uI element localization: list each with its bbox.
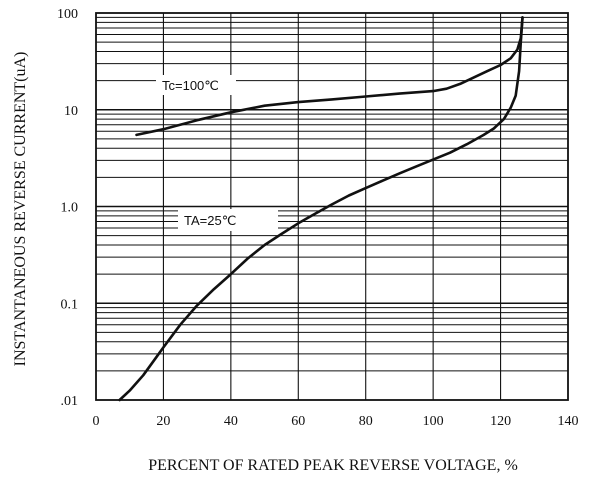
x-tick-label-20: 20 xyxy=(156,414,170,429)
plot-frame xyxy=(95,12,569,401)
series-lines xyxy=(118,16,524,402)
grid-lines xyxy=(96,13,568,400)
y-tick-label-0_1: 0.1 xyxy=(61,297,79,312)
y-tick-label-100: 100 xyxy=(57,7,78,22)
series-label-tc100-text: Tc=100℃ xyxy=(162,78,219,93)
tick-labels: 0 20 40 60 80 100 120 140 .01 0.1 1.0 10 100 xyxy=(57,7,579,429)
x-tick-label-140: 140 xyxy=(558,414,579,429)
y-axis-label: INSTANTANEOUS REVERSE CURRENT(uA) xyxy=(12,52,29,367)
y-tick-label-1: 1.0 xyxy=(61,201,79,216)
series-label-tc100: Tc=100℃ xyxy=(156,75,236,95)
series-line-0 xyxy=(135,16,524,137)
y-tick-label-10: 10 xyxy=(64,104,78,119)
x-tick-label-60: 60 xyxy=(291,414,305,429)
y-tick-label-0_01: .01 xyxy=(61,394,79,409)
x-tick-label-80: 80 xyxy=(359,414,373,429)
x-tick-label-120: 120 xyxy=(490,414,511,429)
series-label-ta25-text: TA=25℃ xyxy=(184,213,236,228)
x-tick-label-0: 0 xyxy=(93,414,100,429)
series-line-1 xyxy=(118,16,524,402)
x-tick-label-40: 40 xyxy=(224,414,238,429)
x-axis-label: PERCENT OF RATED PEAK REVERSE VOLTAGE, % xyxy=(148,457,518,474)
x-tick-label-100: 100 xyxy=(423,414,444,429)
series-label-ta25: TA=25℃ xyxy=(178,209,278,231)
